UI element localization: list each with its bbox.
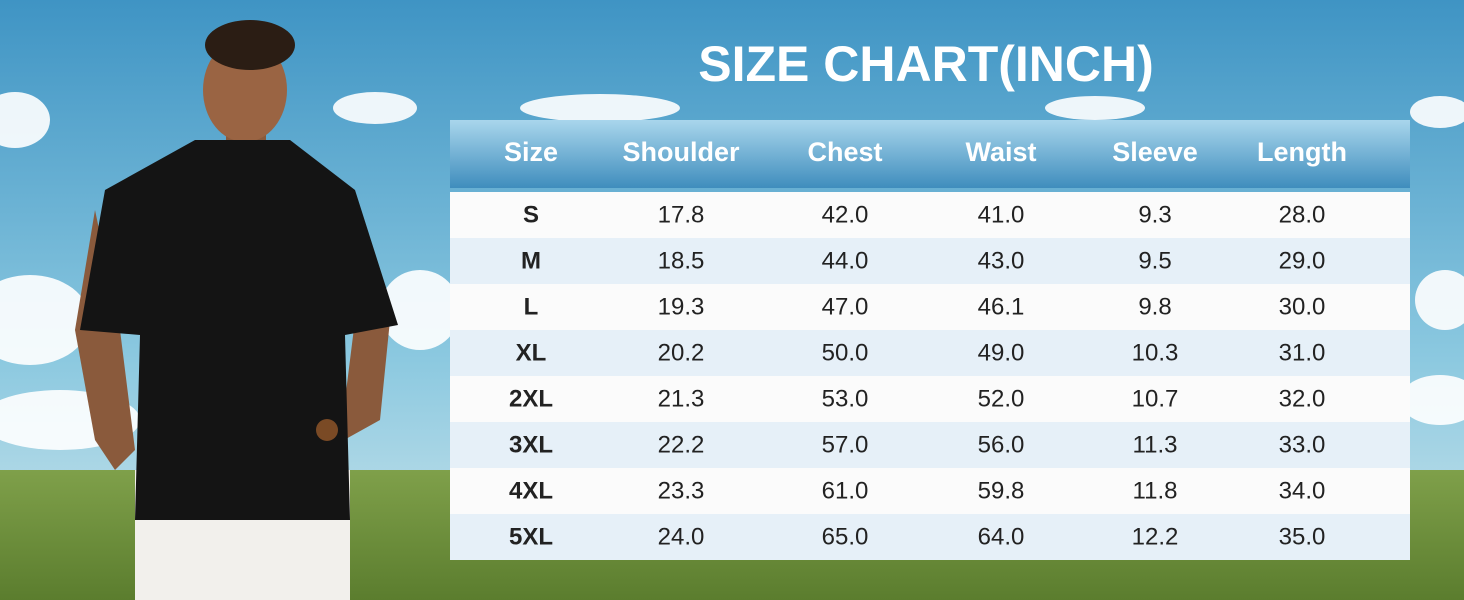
table-cell: 59.8 bbox=[978, 477, 1025, 504]
table-cell: S bbox=[523, 201, 539, 228]
table-cell: 42.0 bbox=[822, 201, 869, 228]
table-cell: 30.0 bbox=[1279, 293, 1326, 320]
table-cell: 34.0 bbox=[1279, 477, 1326, 504]
table-header bbox=[450, 120, 1410, 188]
table-cell: 9.8 bbox=[1138, 293, 1171, 320]
table-cell: 47.0 bbox=[822, 293, 869, 320]
table-cell: L bbox=[524, 293, 539, 320]
title: SIZE CHART(INCH) bbox=[698, 36, 1154, 92]
table-row bbox=[450, 192, 1410, 238]
table-row bbox=[450, 422, 1410, 468]
table-cell: 21.3 bbox=[658, 385, 705, 412]
table-cell: 5XL bbox=[509, 523, 553, 550]
table-cell: 9.5 bbox=[1138, 247, 1171, 274]
table-cell: XL bbox=[516, 339, 547, 366]
column-header: Waist bbox=[965, 137, 1036, 167]
column-header: Length bbox=[1257, 137, 1347, 167]
table-cell: 41.0 bbox=[978, 201, 1025, 228]
table-cell: 4XL bbox=[509, 477, 553, 504]
table-cell: 52.0 bbox=[978, 385, 1025, 412]
column-header: Chest bbox=[807, 137, 882, 167]
table-cell: 20.2 bbox=[658, 339, 705, 366]
table-cell: 64.0 bbox=[978, 523, 1025, 550]
table-cell: 29.0 bbox=[1279, 247, 1326, 274]
table-cell: 49.0 bbox=[978, 339, 1025, 366]
column-header: Size bbox=[504, 137, 558, 167]
table-row bbox=[450, 238, 1410, 284]
table-row bbox=[450, 376, 1410, 422]
table-cell: 24.0 bbox=[658, 523, 705, 550]
table-row bbox=[450, 514, 1410, 560]
table-cell: 12.2 bbox=[1132, 523, 1179, 550]
table-cell: 32.0 bbox=[1279, 385, 1326, 412]
table-cell: 11.8 bbox=[1133, 477, 1178, 504]
table-cell: 35.0 bbox=[1279, 523, 1326, 550]
table-cell: 10.7 bbox=[1132, 385, 1179, 412]
table-cell: 46.1 bbox=[978, 293, 1025, 320]
column-header: Shoulder bbox=[622, 137, 739, 167]
table-cell: M bbox=[521, 247, 541, 274]
table-cell: 61.0 bbox=[822, 477, 869, 504]
table-row bbox=[450, 468, 1410, 514]
table-row bbox=[450, 284, 1410, 330]
table-cell: 9.3 bbox=[1138, 201, 1171, 228]
table-cell: 53.0 bbox=[822, 385, 869, 412]
table: Size Shoulder Chest Waist Sleeve Length S 17.8 4… bbox=[450, 137, 1410, 560]
table-cell: 33.0 bbox=[1279, 431, 1326, 458]
table-cell: 3XL bbox=[509, 431, 553, 458]
table-cell: 43.0 bbox=[978, 247, 1025, 274]
model bbox=[75, 20, 398, 600]
table-cell: 31.0 bbox=[1279, 339, 1326, 366]
table-cell: 22.2 bbox=[658, 431, 705, 458]
table-cell: 23.3 bbox=[658, 477, 705, 504]
table-cell: 19.3 bbox=[658, 293, 705, 320]
table-cell: 17.8 bbox=[658, 201, 705, 228]
table-row bbox=[450, 330, 1410, 376]
table-cell: 57.0 bbox=[822, 431, 869, 458]
table-cell: 10.3 bbox=[1132, 339, 1179, 366]
table-cell: 50.0 bbox=[822, 339, 869, 366]
table-cell: 44.0 bbox=[822, 247, 869, 274]
table-cell: 18.5 bbox=[658, 247, 705, 274]
table-cell: 28.0 bbox=[1279, 201, 1326, 228]
table-cell: 65.0 bbox=[822, 523, 869, 550]
clouds bbox=[0, 92, 1464, 450]
column-header: Sleeve bbox=[1112, 137, 1198, 167]
table-cell: 56.0 bbox=[978, 431, 1025, 458]
table-cell: 11.3 bbox=[1133, 431, 1178, 458]
table-cell: 2XL bbox=[509, 385, 553, 412]
